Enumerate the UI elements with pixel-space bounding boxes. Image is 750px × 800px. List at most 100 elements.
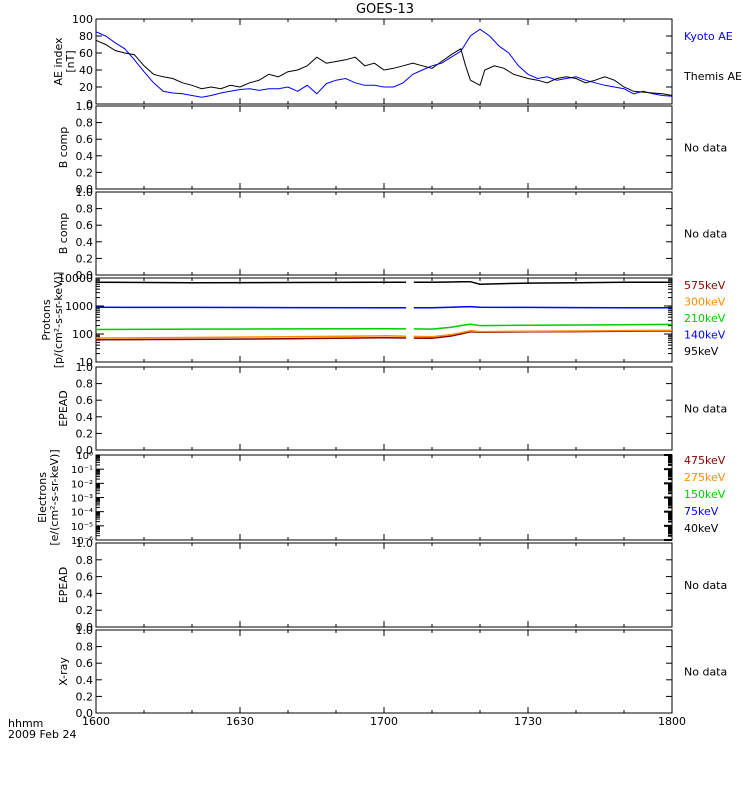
y-tick-label: 0.8 <box>76 554 94 567</box>
panel-frame-protons <box>95 277 673 363</box>
y-tick-label: 0.4 <box>76 150 94 163</box>
date-label: 2009 Feb 24 <box>8 728 76 741</box>
legend-entry: 575keV <box>684 279 726 292</box>
series-line-140keV <box>413 305 673 309</box>
y-axis-label: X-ray <box>57 657 70 686</box>
no-data-label: No data <box>684 403 727 416</box>
legend-entry: Kyoto AE <box>684 30 733 43</box>
no-data-label: No data <box>684 666 727 679</box>
series-line-140keV <box>95 306 407 309</box>
y-axis-label: [p/(cm²-s-sr-keV)] <box>52 272 65 369</box>
y-tick-label: 1000 <box>65 300 93 313</box>
x-ticks <box>95 19 673 104</box>
legend-entry: 210keV <box>684 312 726 325</box>
y-tick-label: 0.0 <box>76 707 94 720</box>
series-line-95keV <box>413 280 673 285</box>
y-axis-label: [e/(cm²-s-sr-keV)] <box>48 449 61 545</box>
y-tick-label: 0.2 <box>76 427 94 440</box>
y-axis-label: EPEAD <box>57 390 70 427</box>
x-ticks <box>95 455 673 540</box>
y-tick-label: 0.6 <box>76 394 94 407</box>
panel-frame-electrons <box>95 454 673 541</box>
x-ticks <box>95 278 673 362</box>
y-axis-label: AE index <box>52 37 65 86</box>
y-tick-label: 1.0 <box>76 624 94 637</box>
legend-entry: 95keV <box>684 345 719 358</box>
y-tick-label: 0.0 <box>76 621 94 634</box>
legend-entry: 75keV <box>684 505 719 518</box>
y-axis-label: B comp <box>57 213 70 255</box>
y-tick-label: 10⁰ <box>76 451 93 462</box>
y-tick-label: 10⁻⁴ <box>71 508 93 519</box>
y-tick-label: 0 <box>86 98 93 111</box>
series-line-210keV <box>95 327 407 331</box>
no-data-label: No data <box>684 142 727 155</box>
legend-entry: 475keV <box>684 454 726 467</box>
y-tick-label: 0.2 <box>76 690 94 703</box>
panel-frame-ae <box>95 18 673 105</box>
y-tick-label: 0.4 <box>76 587 94 600</box>
series-line-300keV <box>95 335 407 339</box>
y-tick-label: 1.0 <box>76 186 94 199</box>
panel-frame-b1 <box>95 105 673 190</box>
y-tick-label: 0.8 <box>76 641 94 654</box>
x-tick-label: 1600 <box>82 715 110 728</box>
x-ticks <box>95 192 673 275</box>
y-tick-label: 20 <box>79 81 93 94</box>
y-axis-label: EPEAD <box>57 567 70 604</box>
series-line-kyoto-ae <box>95 28 673 98</box>
y-tick-label: 10000 <box>58 272 93 285</box>
y-tick-label: 80 <box>79 30 93 43</box>
y-tick-label: 0.8 <box>76 203 94 216</box>
y-axis-label: Electrons <box>36 472 49 523</box>
y-tick-label: 0.0 <box>76 444 94 457</box>
legend-entry: 150keV <box>684 488 726 501</box>
panel-frame-b2 <box>95 191 673 276</box>
panel-frame-xray <box>95 629 673 714</box>
x-ticks <box>95 630 673 713</box>
y-tick-label: 100 <box>72 328 93 341</box>
y-tick-label: 0.6 <box>76 571 94 584</box>
series-line-210keV <box>413 323 673 330</box>
y-tick-label: 60 <box>79 47 93 60</box>
no-data-label: No data <box>684 228 727 241</box>
y-tick-label: 1.0 <box>76 100 94 113</box>
y-tick-label: 0.0 <box>76 183 94 196</box>
y-tick-label: 0.6 <box>76 133 94 146</box>
y-tick-label: 0.0 <box>76 269 94 282</box>
panel-frame-epead2 <box>95 542 673 628</box>
legend-entry: 140keV <box>684 329 726 342</box>
time-axis-label: hhmm <box>8 717 43 730</box>
y-tick-label: 40 <box>79 64 93 77</box>
y-axis-label: Protons <box>40 299 53 340</box>
y-tick-label: 10⁻¹ <box>71 465 93 476</box>
panel-frame-epead1 <box>95 366 673 451</box>
y-tick-label: 0.4 <box>76 411 94 424</box>
y-tick-label: 0.2 <box>76 604 94 617</box>
y-tick-label: 1.0 <box>76 361 94 374</box>
y-tick-label: 0.8 <box>76 378 94 391</box>
y-tick-label: 0.4 <box>76 236 94 249</box>
x-ticks <box>95 543 673 627</box>
legend-entry: 275keV <box>684 471 726 484</box>
y-tick-label: 10⁻³ <box>71 494 93 505</box>
y-tick-label: 0.2 <box>76 252 94 265</box>
x-tick-label: 1730 <box>514 715 542 728</box>
y-tick-label: 10 <box>79 356 93 369</box>
series-line-95keV <box>95 281 407 284</box>
y-tick-label: 0.6 <box>76 219 94 232</box>
series-line-575keV <box>95 336 407 341</box>
y-tick-label: 0.2 <box>76 166 94 179</box>
y-tick-label: 100 <box>72 13 93 26</box>
y-axis-label: B comp <box>57 127 70 169</box>
legend-entry: Themis AE <box>683 70 742 83</box>
y-tick-label: 0.8 <box>76 117 94 130</box>
y-tick-label: 1.0 <box>76 537 94 550</box>
legend-entry: 40keV <box>684 522 719 535</box>
y-tick-label: 0.4 <box>76 674 94 687</box>
y-tick-label: 10⁻⁶ <box>71 536 93 547</box>
x-tick-label: 1700 <box>370 715 398 728</box>
y-tick-label: 0.6 <box>76 657 94 670</box>
y-axis-label: [nT] <box>64 50 77 72</box>
